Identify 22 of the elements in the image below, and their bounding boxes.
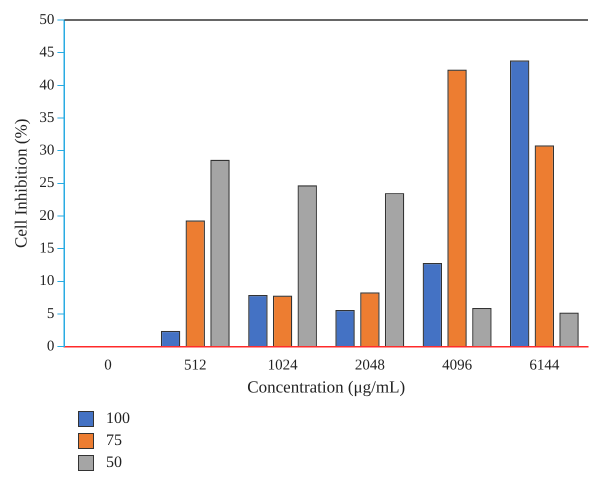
y-tick-label: 35 [39, 110, 54, 126]
x-tick-label: 4096 [442, 358, 473, 374]
y-axis-title: Cell Inhibition (%) [12, 118, 31, 248]
y-tick-label: 45 [39, 44, 54, 61]
y-tick-label: 15 [39, 240, 54, 257]
x-tick-label: 512 [184, 358, 207, 374]
x-axis-title: Concentration (μg/mL) [247, 377, 406, 396]
y-tick-label: 20 [39, 208, 54, 224]
x-tick-label: 2048 [354, 358, 385, 374]
legend-label: 100 [106, 410, 130, 428]
legend-label: 50 [106, 454, 122, 472]
legend-label: 75 [106, 432, 122, 450]
y-tick-label: 30 [39, 142, 54, 159]
y-tick-label: 50 [39, 12, 54, 28]
y-tick-label: 0 [46, 338, 54, 355]
x-tick-label: 0 [104, 358, 112, 374]
y-tick-label: 5 [46, 306, 54, 322]
x-tick-label: 1024 [268, 358, 298, 374]
x-tick-label: 6144 [529, 358, 560, 374]
y-tick-label: 10 [39, 273, 54, 290]
y-tick-label: 40 [39, 77, 54, 94]
y-tick-label: 25 [39, 175, 54, 192]
